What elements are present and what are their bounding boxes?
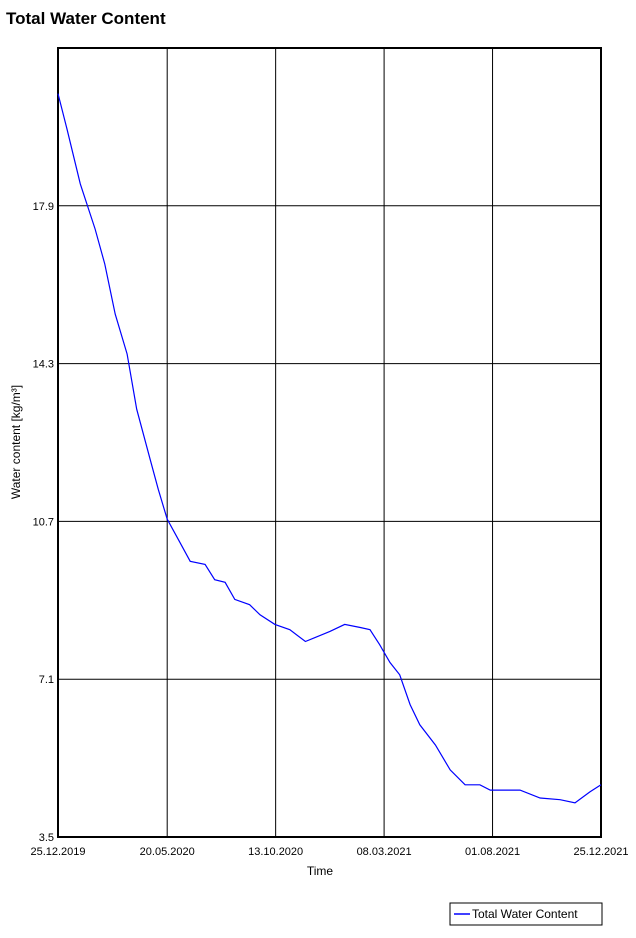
x-tick-label: 20.05.2020 <box>140 846 195 858</box>
x-tick-label: 01.08.2021 <box>465 846 520 858</box>
plot-frame <box>57 47 602 838</box>
x-tick-label: 25.12.2019 <box>30 846 85 858</box>
x-axis-label: Time <box>307 864 334 878</box>
data-line <box>57 93 602 804</box>
chart-title: Total Water Content <box>6 9 166 28</box>
y-axis-label: Water content [kg/m³] <box>9 385 23 499</box>
y-tick-label: 10.7 <box>33 516 54 528</box>
y-tick-label: 14.3 <box>33 359 54 371</box>
legend-box <box>449 902 603 926</box>
x-tick-label: 08.03.2021 <box>357 846 412 858</box>
legend-label: Total Water Content <box>472 907 578 921</box>
y-tick-label: 17.9 <box>33 201 54 213</box>
x-tick-label: 13.10.2020 <box>248 846 303 858</box>
x-tick-label: 25.12.2021 <box>573 846 628 858</box>
y-tick-label: 3.5 <box>39 832 54 844</box>
y-tick-label: 7.1 <box>39 674 54 686</box>
